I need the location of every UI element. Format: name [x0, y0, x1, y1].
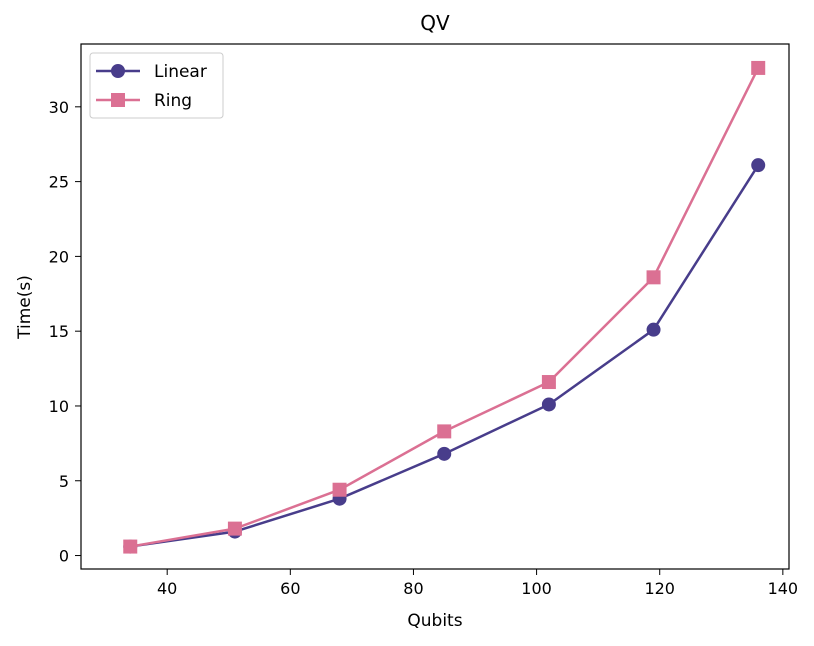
data-point-ring [541, 375, 556, 390]
plot-area-frame [80, 43, 790, 570]
x-tick-label: 140 [768, 579, 799, 598]
x-tick-label: 120 [644, 579, 675, 598]
tick-layer: 40 60 80 100 120 140 0 5 10 15 20 25 30 [49, 98, 798, 598]
data-point-linear [646, 322, 661, 337]
y-tick-label: 20 [49, 247, 69, 266]
legend-label-linear: Linear [154, 62, 207, 82]
data-point-ring [646, 270, 661, 285]
data-point-ring [437, 424, 452, 439]
x-tick-label: 100 [521, 579, 552, 598]
series-line-ring [130, 67, 760, 548]
data-point-linear [751, 158, 766, 173]
chart-title: QV [420, 11, 450, 35]
data-point-linear [437, 446, 452, 461]
data-point-ring [751, 60, 766, 75]
x-tick-label: 80 [403, 579, 423, 598]
y-tick-label: 10 [49, 397, 69, 416]
series-line-linear [130, 164, 760, 548]
data-point-linear [541, 397, 556, 412]
data-point-ring [123, 539, 138, 554]
legend-label-ring: Ring [154, 91, 192, 111]
y-tick-label: 25 [49, 173, 69, 192]
y-axis-label: Time(s) [15, 275, 35, 340]
legend-marker-ring [111, 93, 125, 107]
y-tick-label: 5 [59, 472, 69, 491]
series-layer [123, 60, 766, 554]
data-point-ring [227, 521, 242, 536]
data-point-ring [332, 482, 347, 497]
legend: Linear Ring [89, 52, 224, 119]
x-tick-label: 40 [157, 579, 177, 598]
x-tick-label: 60 [280, 579, 300, 598]
legend-marker-linear [111, 64, 125, 78]
y-tick-label: 0 [59, 547, 69, 566]
x-axis-label: Qubits [407, 611, 462, 631]
y-tick-label: 15 [49, 322, 69, 341]
y-tick-label: 30 [49, 98, 69, 117]
